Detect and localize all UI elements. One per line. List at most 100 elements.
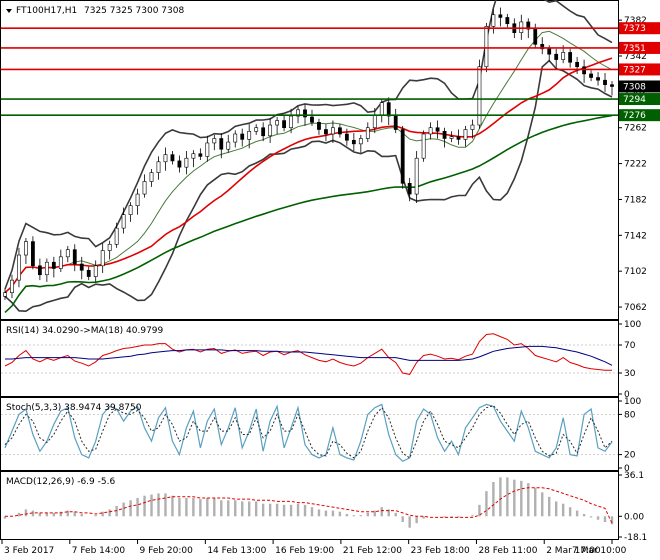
rsi-tick-label: 0 [624,390,630,400]
candle-body [17,254,21,281]
macd-tick-label: 0.00 [624,512,644,522]
ohlc-label: 7325 7325 7300 7308 [84,6,184,16]
candle-body [233,133,238,143]
candle-body [400,129,405,184]
price-tick-label: 7142 [624,231,647,241]
candle-body [44,261,49,276]
level-badge-label: 7373 [623,24,646,34]
candle-body [31,241,35,267]
candle-body [463,129,468,140]
candle-body [24,241,28,256]
stoch-tick-label: 80 [624,410,636,420]
price-tick-label: 7382 [624,16,647,26]
candle-body [128,205,133,215]
candle-body [393,115,398,130]
candle-body [10,279,14,293]
price-tick-label: 7062 [624,303,647,313]
bollinger-lower-line [4,59,613,313]
candle-body [303,109,307,118]
rsi-ma-title: ->MA(18) 40.9799 [80,326,164,336]
candle-body [100,250,105,267]
stoch-title: Stoch(5,3,3) 38.9474 39.8750 [6,403,142,413]
candle-body [491,14,496,27]
current-price-badge [619,80,660,93]
rsi-tick-label: 30 [624,369,636,379]
price-tick-label: 7102 [624,267,647,277]
stoch-axis: 0 20 80 100 [618,397,641,474]
time-tick-label: 21 Feb 12:00 [343,546,402,556]
level-badge-7327 [619,63,660,76]
level-badge-7294 [619,93,660,106]
candle-body [177,160,182,168]
price-tick-label: 7222 [624,160,647,170]
candle-body [505,17,510,25]
candle-body [37,265,42,276]
time-tick-label: 3 Feb 2017 [4,546,54,556]
candle-body [247,131,252,140]
stoch-tick-label: 20 [624,451,636,461]
candle-body [212,138,217,144]
candle-body [191,153,196,159]
candle-body [121,214,126,229]
candle-body [163,154,168,163]
candle-body [282,120,286,129]
candle-body [58,256,63,269]
rsi-title: RSI(14) 34.0290 [6,326,79,336]
candle-body [72,249,77,265]
candle-body [261,127,266,137]
candle-body [582,66,586,75]
candle-body [344,133,349,141]
candle-body [114,227,119,245]
candle-body [86,269,91,277]
candle-body [561,52,566,60]
moving-average-red-line [4,57,613,294]
time-tick-label: 7 Feb 14:00 [72,546,126,556]
time-tick-label: 23 Feb 18:00 [411,546,470,556]
candle-body [337,127,342,135]
candle-body [93,265,98,277]
candle-body [421,133,426,159]
candle-body [275,120,280,126]
price-tick-label: 7302 [624,88,647,98]
candle-body [149,172,154,182]
macd-title: MACD(12,26,9) -6.9 -5.6 [6,477,115,487]
candle-body [456,136,461,140]
candle-body [603,79,607,85]
candle-body [365,127,370,139]
price-pane[interactable] [0,0,619,320]
macd-axis: -18.1 0.00 36.1 [618,471,647,543]
candle-body [372,114,377,129]
rsi-axis: 0 30 70 100 [618,320,641,400]
price-tick-label: 7342 [624,52,647,62]
candle-body [51,261,56,269]
candle-body [379,102,384,116]
level-badge-label: 7276 [623,111,646,121]
level-badge-7276 [619,109,660,122]
candle-body [254,127,259,132]
candle-body [484,26,489,68]
candle-body [240,133,245,140]
moving-average-green-line [4,114,613,313]
level-badge-7373 [619,22,660,35]
candle-body [268,124,273,137]
candle-body [428,127,433,135]
candle-body [351,139,356,145]
level-badge-label: 7351 [623,44,646,54]
candle-body [226,141,231,150]
time-tick-label: 16 Feb 19:00 [275,546,334,556]
price-tick-label: 7182 [624,195,647,205]
candle-body [170,154,175,162]
time-tick-label: 2 Mar 17:00 [546,546,601,556]
macd-tick-label: 36.1 [624,471,644,481]
candle-body [540,44,545,50]
bollinger-upper-line [4,0,613,290]
candle-body [589,73,593,78]
stoch-plot [1,403,618,463]
price-tick-label: 7262 [624,124,647,134]
rsi-ma-line [5,345,613,366]
candle-body [449,136,454,139]
candle-body [519,21,524,33]
dropdown-triangle-icon[interactable] [6,9,12,13]
candle-body [142,181,147,195]
